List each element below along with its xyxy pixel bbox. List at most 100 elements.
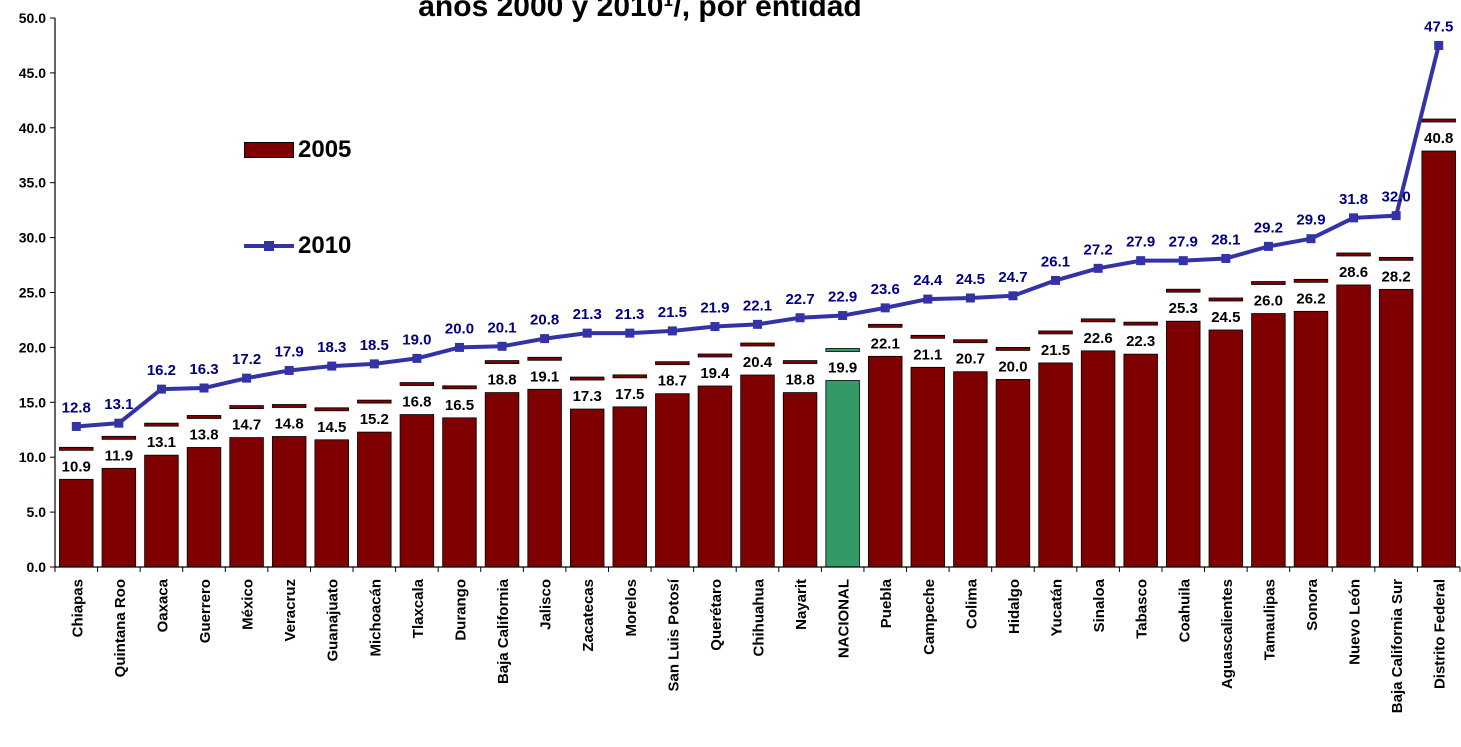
bar [569,408,605,568]
bar-value-label: 21.1 [913,346,942,363]
bar-value-label: 26.2 [1296,290,1325,307]
x-tick-label: México [240,579,257,630]
bar [910,366,946,568]
line-value-label: 17.9 [275,343,304,360]
line-value-label: 28.1 [1211,231,1240,248]
bar-value-label: 40.8 [1424,130,1453,147]
bar-cap [314,407,349,412]
line-value-label: 29.9 [1296,212,1325,229]
line-point [625,328,635,338]
line-point [1051,275,1061,285]
line-point [1136,256,1146,266]
bar-value-label: 13.1 [147,434,176,451]
legend-bar-swatch [244,142,294,158]
y-tick-label: 30.0 [19,230,46,246]
x-tick-label: Morelos [623,579,640,637]
bar-value-label: 18.7 [658,373,687,390]
bar [1038,362,1073,568]
bar-cap [527,356,562,361]
bar-cap [101,435,137,440]
bar [314,439,349,568]
line-point [454,342,464,352]
bar-cap [1123,321,1158,326]
bar-value-label: 28.6 [1339,264,1368,281]
line-point [199,383,209,393]
bar-value-label: 10.9 [62,458,91,475]
y-tick-label: 15.0 [19,394,46,410]
bar-cap [144,422,179,427]
bar-cap [229,405,264,409]
bar-value-label: 24.5 [1211,309,1240,326]
bar [1378,288,1414,568]
line-point [412,353,422,363]
line-value-label: 16.3 [189,361,218,378]
line-value-label: 17.2 [232,351,261,368]
x-tick-label: Baja California [495,578,512,684]
bar [357,431,392,568]
labels-layer: 10.9 Chiapas 11.9 Quintana Roo 13.1 Oaxaca 13.… [62,18,1454,713]
line-value-label: 23.6 [871,281,900,298]
y-tick-label: 20.0 [19,339,46,355]
bar-cap [995,346,1031,351]
line-point [1178,256,1188,266]
bar-value-label: 17.5 [615,386,644,403]
bar-value-label: 19.4 [700,365,730,382]
bar-cap [1378,256,1414,261]
x-tick-label: Hidalgo [1006,579,1023,634]
bar-cap [186,415,222,419]
line-point [1008,291,1018,301]
x-tick-label: Veracruz [282,579,299,642]
bar [144,454,179,568]
bar-value-label: 21.5 [1041,342,1070,359]
line-point [327,361,337,371]
y-tick-label: 25.0 [19,285,46,301]
bar-cap [271,404,307,408]
line-point [369,359,379,369]
bar-value-label: 20.4 [743,354,773,371]
axes-layer: 0.0 5.0 10.0 15.0 20.0 25.0 30.0 35.0 40.0 45.0 50… [19,10,1461,575]
bar-cap [612,374,647,379]
line-value-label: 20.1 [487,319,516,336]
line-value-label: 21.3 [615,306,644,323]
bar-value-label: 16.8 [402,394,431,411]
bar-value-label: 20.7 [956,351,985,368]
line-point [1221,253,1231,263]
x-tick-label: Oaxaca [154,578,171,632]
bar-cap [953,339,988,344]
bar-cap [782,360,818,364]
bar-cap [697,353,733,358]
bar [399,414,435,568]
bar-value-label: 19.9 [828,359,857,376]
chart-title: años 2000 y 2010¹/, por entidad [418,0,862,23]
bar-value-label: 22.1 [871,335,900,352]
line-point [1093,263,1103,273]
bar-cap [569,376,605,381]
bar [442,417,477,568]
y-tick-label: 40.0 [19,120,46,136]
line-point [1434,40,1444,50]
line-point [497,341,507,351]
line-value-label: 22.9 [828,289,857,306]
bar-cap [1166,288,1201,293]
bar-value-label: 28.2 [1382,268,1411,285]
bar [697,385,733,568]
line-point [667,326,677,336]
line-value-label: 18.5 [360,337,389,354]
x-tick-label: Zacatecas [580,579,597,652]
line-value-label: 19.0 [402,331,431,348]
bar-cap [442,385,477,390]
bar [186,447,222,568]
line-value-label: 21.5 [658,304,687,321]
line-value-label: 22.7 [785,291,814,308]
bar-nacional [825,380,860,568]
line-point [1263,241,1273,251]
bar [229,437,264,568]
x-tick-label: Sinaloa [1091,578,1108,632]
bar-cap [399,382,435,386]
x-tick-label: Querétaro [708,579,725,651]
y-tick-label: 10.0 [19,449,46,465]
bar-value-label: 14.8 [275,415,304,432]
bar [1123,353,1158,568]
bar [1421,150,1456,568]
